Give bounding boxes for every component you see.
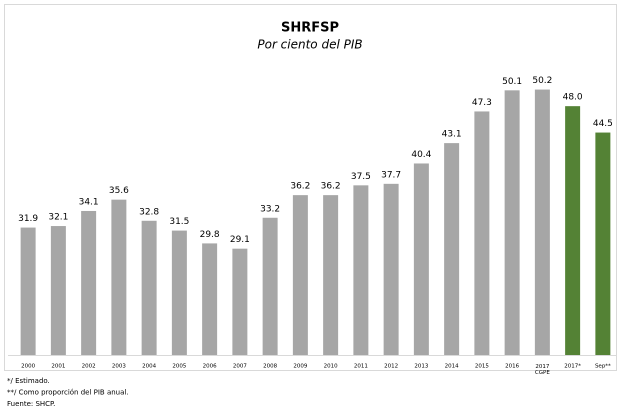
x-tick-label: 2005 <box>172 364 186 370</box>
bar <box>565 106 581 355</box>
value-label: 29.1 <box>230 235 250 245</box>
value-label: 35.6 <box>109 186 129 196</box>
x-tick-label: 2015 <box>475 364 489 370</box>
chart-subtitle: Por ciento del PIB <box>257 38 362 52</box>
x-tick-label: 2007 <box>233 364 247 370</box>
bar <box>383 183 399 355</box>
value-label: 31.9 <box>18 214 38 224</box>
value-label: 36.2 <box>290 182 310 192</box>
value-label: 43.1 <box>442 130 462 140</box>
value-label: 50.2 <box>532 76 552 86</box>
value-label: 37.5 <box>351 172 371 182</box>
bar <box>50 226 66 355</box>
x-tick-label: 2012 <box>384 364 398 370</box>
bar <box>141 220 157 355</box>
bar <box>413 163 429 355</box>
bar <box>202 243 218 355</box>
value-label: 44.5 <box>593 119 613 129</box>
value-label: 32.1 <box>48 213 68 223</box>
bar <box>81 210 97 355</box>
x-tick-label: 2001 <box>51 364 65 370</box>
value-label: 47.3 <box>472 98 492 108</box>
chart-title: SHRFSP <box>281 21 339 36</box>
x-tick-label: 2017* <box>564 364 581 370</box>
footnote: */ Estimado. <box>7 377 50 385</box>
chart-frame <box>4 4 617 371</box>
bar <box>262 217 278 355</box>
value-label: 50.1 <box>502 77 522 87</box>
x-tick-label: 2017 CGPE <box>535 364 550 376</box>
value-label: 34.1 <box>79 197 99 207</box>
bar <box>111 199 127 355</box>
value-label: 48.0 <box>563 93 583 103</box>
footnote: **/ Como proporción del PIB anual. <box>7 389 129 397</box>
bar <box>292 195 308 355</box>
x-tick-label: 2000 <box>21 364 35 370</box>
x-tick-label: Sep** <box>595 364 611 370</box>
x-tick-label: 2014 <box>445 364 459 370</box>
value-label: 36.2 <box>321 182 341 192</box>
x-tick-label: 2016 <box>505 364 519 370</box>
value-label: 37.7 <box>381 170 401 180</box>
value-label: 33.2 <box>260 204 280 214</box>
bar <box>353 185 369 355</box>
bar <box>171 230 187 355</box>
bar <box>444 143 460 355</box>
bar <box>232 248 248 355</box>
footnote: Fuente: SHCP. <box>7 400 55 408</box>
x-tick-label: 2002 <box>82 364 96 370</box>
bar <box>534 89 550 356</box>
bar <box>504 90 520 355</box>
bar <box>595 132 611 355</box>
value-label: 29.8 <box>200 230 220 240</box>
x-tick-label: 2009 <box>293 364 307 370</box>
value-label: 31.5 <box>169 217 189 227</box>
x-tick-label: 2010 <box>324 364 338 370</box>
x-tick-label: 2004 <box>142 364 156 370</box>
x-tick-label: 2013 <box>414 364 428 370</box>
bar <box>323 195 339 355</box>
x-tick-label: 2006 <box>203 364 217 370</box>
bar <box>20 227 36 355</box>
value-label: 32.8 <box>139 207 159 217</box>
x-tick-label: 2008 <box>263 364 277 370</box>
x-tick-label: 2011 <box>354 364 368 370</box>
bar <box>474 111 490 355</box>
x-tick-label: 2003 <box>112 364 126 370</box>
value-label: 40.4 <box>411 150 431 160</box>
